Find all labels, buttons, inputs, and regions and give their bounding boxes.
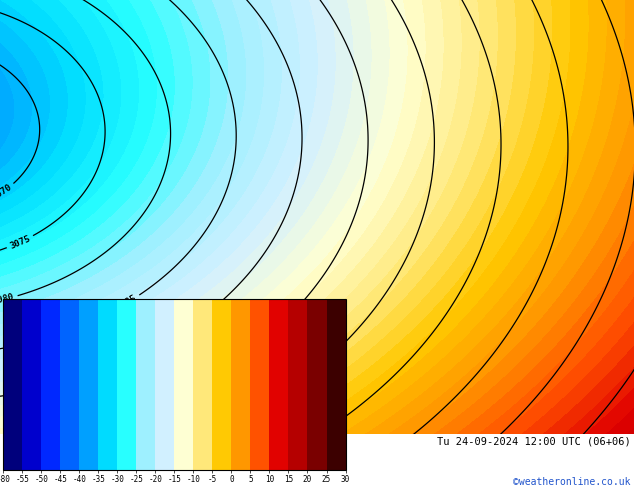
Text: Height/Temp. 10 hPa [gdmp][°C] GFS ENS: Height/Temp. 10 hPa [gdmp][°C] GFS ENS [3, 437, 241, 446]
Text: 3075: 3075 [8, 234, 32, 250]
Text: 3115: 3115 [467, 444, 489, 465]
Text: ©weatheronline.co.uk: ©weatheronline.co.uk [514, 477, 631, 487]
Text: Tu 24-09-2024 12:00 UTC (06+06): Tu 24-09-2024 12:00 UTC (06+06) [437, 437, 631, 446]
Text: 3070: 3070 [0, 183, 13, 202]
Text: 3110: 3110 [366, 451, 389, 470]
Text: 3120: 3120 [545, 452, 567, 472]
Text: 3095: 3095 [107, 410, 130, 425]
Text: 3090: 3090 [63, 373, 86, 388]
Text: 3080: 3080 [0, 293, 15, 306]
Text: 3105: 3105 [292, 436, 314, 454]
Text: 3100: 3100 [96, 465, 119, 479]
Text: 3085: 3085 [115, 294, 139, 312]
